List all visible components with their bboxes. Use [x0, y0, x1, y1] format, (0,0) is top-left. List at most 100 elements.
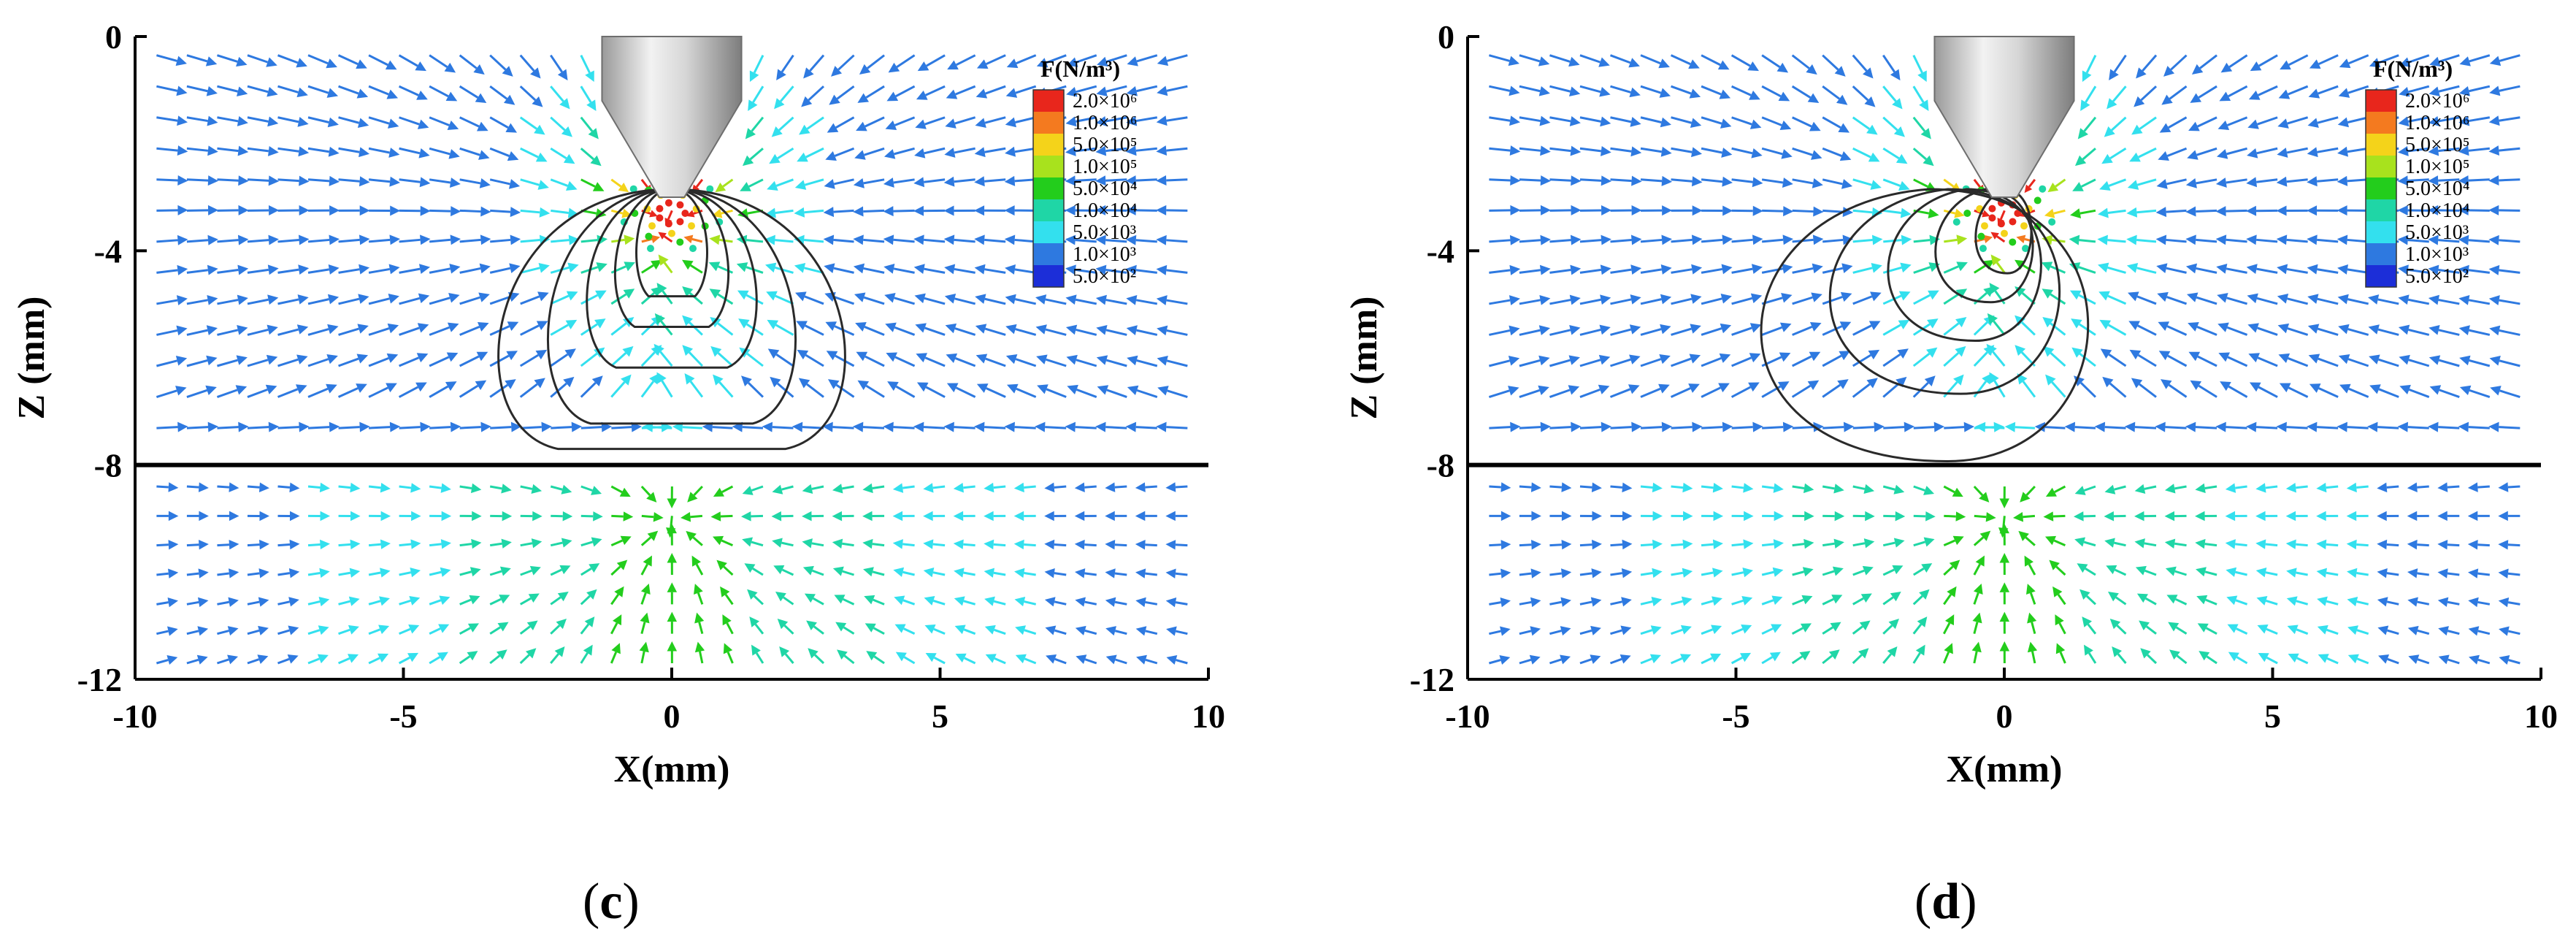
field-arrow: [307, 294, 340, 305]
field-arrow: [247, 597, 269, 607]
field-arrow: [2399, 354, 2430, 367]
field-arrow: [2199, 651, 2217, 665]
legend-swatch: [1033, 265, 1064, 287]
field-arrow: [2025, 584, 2036, 605]
field-arrow: [923, 483, 946, 493]
x-tick-label: 10: [2524, 698, 2558, 735]
field-arrow: [2020, 485, 2036, 503]
field-arrow: [822, 421, 854, 432]
field-arrow: [399, 293, 430, 305]
field-arrow: [459, 234, 491, 245]
field-arrow: [2082, 55, 2097, 83]
field-arrow: [1822, 85, 1848, 105]
field-arrow: [1761, 322, 1792, 336]
field-arrow: [1852, 648, 1869, 665]
field-arrow: [2308, 85, 2339, 99]
field-arrow: [1943, 317, 1967, 336]
legend-entry: 5.0×10⁵: [1073, 134, 1138, 156]
field-arrow: [667, 553, 678, 576]
field-arrow: [640, 485, 657, 503]
field-arrow: [2398, 324, 2430, 336]
field-arrow: [2196, 595, 2217, 606]
panel-caption-c: (c): [583, 874, 640, 930]
field-arrow: [1096, 324, 1127, 336]
field-arrow: [883, 263, 915, 274]
field-arrow: [2468, 626, 2491, 636]
field-arrow: [1135, 597, 1158, 608]
field-arrow: [277, 482, 300, 493]
field-arrow: [1671, 511, 1693, 522]
field-arrow: [307, 654, 329, 665]
x-axis-label: X(mm): [614, 749, 730, 790]
field-arrow: [1165, 482, 1188, 492]
field-arrow: [684, 373, 704, 398]
field-arrow: [610, 374, 632, 398]
x-tick-label: 5: [932, 698, 948, 735]
field-arrow: [2109, 619, 2127, 635]
legend-entry: 1.0×10⁵: [2405, 156, 2470, 178]
field-arrow: [1987, 313, 2006, 336]
field-arrow: [853, 178, 885, 188]
field-arrow: [429, 177, 461, 188]
field-arrow: [520, 321, 548, 336]
field-arrow: [892, 483, 915, 493]
legend-swatch: [2366, 112, 2396, 134]
field-arrow: [519, 620, 538, 635]
field-arrow: [217, 421, 249, 432]
field-arrow: [1731, 511, 1754, 522]
field-arrow: [2077, 563, 2096, 576]
field-arrow: [2316, 568, 2339, 578]
field-arrow: [307, 596, 330, 607]
field-arrow: [740, 178, 764, 191]
field-arrow: [1989, 283, 2006, 305]
field-arrow: [217, 324, 248, 336]
field-arrow: [277, 597, 299, 607]
field-arrow: [802, 511, 824, 522]
legend-entry: 5.0×10⁵: [2405, 134, 2470, 156]
field-arrow: [1822, 147, 1852, 161]
field-arrow: [1609, 384, 1640, 398]
field-arrow: [1671, 354, 1701, 367]
field-arrow: [2220, 381, 2248, 398]
field-arrow: [2045, 374, 2066, 398]
field-arrow: [399, 539, 421, 549]
field-arrow: [2307, 294, 2339, 305]
field-arrow: [2458, 205, 2490, 215]
field-arrow: [1096, 355, 1127, 367]
field-arrow: [954, 625, 976, 635]
legend-swatch: [2366, 134, 2396, 156]
field-arrow: [2044, 535, 2066, 547]
field-arrow: [766, 291, 794, 305]
field-arrow: [580, 511, 603, 522]
y-tick-label: -8: [1427, 447, 1454, 484]
field-arrow: [610, 614, 622, 635]
field-arrow: [944, 147, 975, 158]
field-arrow: [399, 147, 430, 158]
y-tick-label: 0: [105, 18, 122, 56]
field-arrow: [883, 177, 915, 188]
field-arrow: [1822, 54, 1846, 77]
field-arrow: [459, 595, 480, 606]
field-arrow: [1852, 378, 1878, 398]
field-arrow: [1912, 589, 1930, 606]
field-arrow: [2024, 555, 2036, 576]
field-arrow: [368, 596, 390, 606]
field-arrow: [2407, 511, 2429, 522]
field-arrow: [892, 511, 915, 522]
field-arrow: [1127, 385, 1158, 398]
field-arrow: [1913, 485, 1935, 495]
field-arrow: [984, 482, 1006, 493]
field-arrow: [308, 205, 340, 216]
field-arrow: [550, 54, 568, 81]
field-arrow: [217, 234, 249, 245]
field-arrow: [1640, 294, 1672, 305]
field-arrow: [459, 483, 482, 494]
field-arrow: [580, 116, 599, 140]
legend-entry: 5.0×10³: [1073, 221, 1136, 244]
field-arrow: [1488, 386, 1519, 398]
field-arrow: [1640, 625, 1662, 635]
field-arrow: [765, 207, 794, 218]
field-arrow: [884, 293, 916, 305]
field-arrow: [2338, 324, 2369, 336]
field-arrow: [863, 567, 885, 577]
